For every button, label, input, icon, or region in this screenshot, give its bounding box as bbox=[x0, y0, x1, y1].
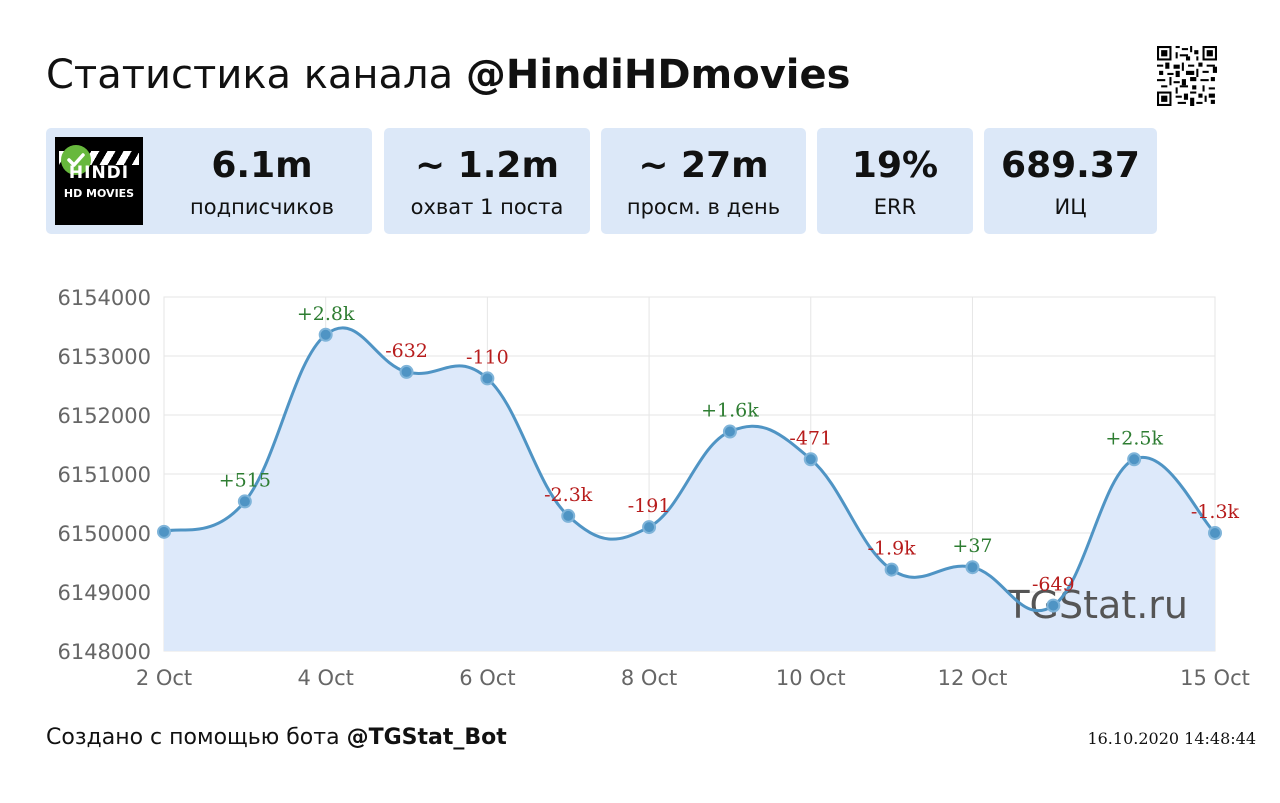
data-point bbox=[157, 524, 171, 539]
x-tick-label: 6 Oct bbox=[459, 666, 515, 690]
verified-check-icon bbox=[61, 145, 91, 175]
stat-card-subscribers: HINDI HD MOVIES 6.1m подписчиков bbox=[46, 128, 372, 234]
y-tick-label: 6154000 bbox=[57, 286, 151, 310]
data-label: +2.5k bbox=[1105, 427, 1163, 449]
data-point bbox=[965, 560, 980, 575]
stat-label: ERR bbox=[873, 195, 917, 219]
stat-card-daily-views: ~ 27m просм. в день bbox=[601, 128, 806, 234]
footer-credit: Создано с помощью бота @TGStat_Bot bbox=[46, 722, 507, 754]
stat-value: 6.1m bbox=[211, 145, 313, 186]
stat-card-err: 19% ERR bbox=[817, 128, 973, 234]
data-point bbox=[1046, 598, 1061, 613]
data-label: -471 bbox=[789, 427, 832, 449]
data-point bbox=[642, 520, 657, 535]
stat-value: 19% bbox=[851, 145, 939, 186]
data-point bbox=[237, 494, 252, 509]
y-tick-label: 6148000 bbox=[57, 640, 151, 664]
data-label: +2.8k bbox=[297, 303, 355, 325]
data-label: +1.6k bbox=[701, 400, 759, 422]
logo-text-line1: HINDI bbox=[68, 163, 130, 183]
stat-label: подписчиков bbox=[190, 195, 334, 219]
x-tick-label: 4 Oct bbox=[298, 666, 354, 690]
footer-timestamp: 16.10.2020 14:48:44 bbox=[1087, 729, 1256, 748]
y-tick-label: 6151000 bbox=[57, 463, 151, 487]
data-point bbox=[480, 371, 495, 386]
y-tick-label: 6149000 bbox=[57, 581, 151, 605]
footer-prefix: Создано с помощью бота bbox=[46, 725, 347, 750]
data-point bbox=[1208, 526, 1222, 540]
stat-card-reach: ~ 1.2m охват 1 поста bbox=[384, 128, 590, 234]
data-point bbox=[318, 327, 333, 342]
x-tick-label: 10 Oct bbox=[776, 666, 846, 690]
x-tick-label: 12 Oct bbox=[938, 666, 1008, 690]
stat-label: ИЦ bbox=[1054, 195, 1087, 219]
y-tick-label: 6153000 bbox=[57, 345, 151, 369]
series-area bbox=[164, 327, 1215, 651]
data-label: -1.9k bbox=[868, 538, 917, 560]
data-label: -191 bbox=[628, 495, 671, 517]
data-label: -632 bbox=[385, 340, 428, 362]
footer-bot-link[interactable]: @TGStat_Bot bbox=[346, 725, 507, 750]
data-label: -649 bbox=[1032, 574, 1075, 596]
qr-code-icon bbox=[1157, 46, 1217, 106]
data-point bbox=[561, 508, 576, 523]
data-point bbox=[803, 452, 818, 467]
stat-label: просм. в день bbox=[626, 195, 781, 219]
data-point bbox=[884, 562, 899, 577]
subscribers-chart: 6148000 6149000 6150000 6151000 6152000 61530… bbox=[57, 286, 1250, 690]
data-point bbox=[1127, 452, 1142, 467]
data-point bbox=[399, 364, 414, 379]
stat-card-citation-index: 689.37 ИЦ bbox=[984, 128, 1157, 234]
channel-name: @HindiHDmovies bbox=[465, 52, 851, 98]
data-label: -110 bbox=[466, 346, 509, 368]
watermark: TGStat.ru bbox=[1005, 583, 1188, 627]
stat-label: охват 1 поста bbox=[410, 195, 564, 219]
logo-text-line2: HD MOVIES bbox=[63, 187, 135, 200]
page-title: Статистика канала @HindiHDmovies bbox=[46, 50, 850, 100]
data-label: -2.3k bbox=[544, 484, 593, 506]
stat-value: ~ 27m bbox=[638, 145, 769, 186]
stat-value: 689.37 bbox=[1001, 145, 1140, 186]
data-label: +515 bbox=[219, 469, 271, 491]
y-tick-label: 6150000 bbox=[57, 522, 151, 546]
data-label: -1.3k bbox=[1191, 501, 1240, 523]
x-tick-label: 8 Oct bbox=[621, 666, 677, 690]
channel-avatar: HINDI HD MOVIES bbox=[55, 137, 143, 225]
x-tick-label: 15 Oct bbox=[1180, 666, 1250, 690]
title-prefix: Статистика канала bbox=[46, 52, 466, 98]
stat-value: ~ 1.2m bbox=[415, 145, 559, 186]
y-tick-label: 6152000 bbox=[57, 404, 151, 428]
data-label: +37 bbox=[952, 535, 992, 557]
x-tick-label: 2 Oct bbox=[136, 666, 192, 690]
data-point bbox=[722, 424, 737, 439]
